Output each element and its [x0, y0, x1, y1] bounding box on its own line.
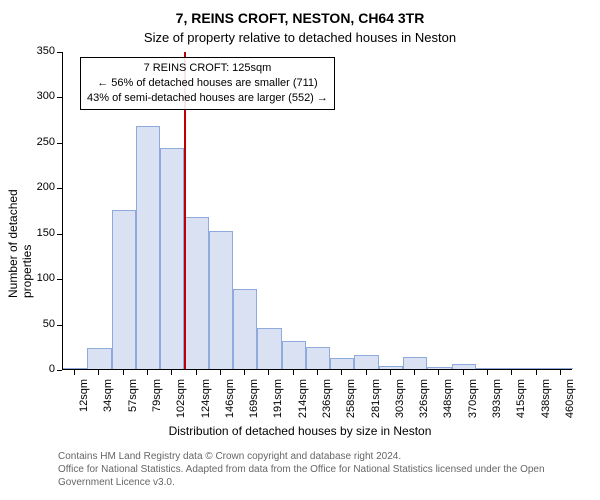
x-tick-label: 169sqm: [248, 379, 260, 419]
y-tick-mark: [57, 279, 62, 280]
x-tick-label: 460sqm: [564, 379, 576, 419]
y-tick-mark: [57, 52, 62, 53]
x-tick-label: 102sqm: [175, 379, 187, 419]
x-tick-mark: [390, 370, 391, 375]
footer-line-1: Contains HM Land Registry data © Crown c…: [58, 450, 600, 463]
histogram-bar: [330, 358, 354, 369]
histogram-bar: [63, 368, 87, 369]
x-tick-label: 34sqm: [102, 379, 114, 419]
x-tick-label: 124sqm: [200, 379, 212, 419]
x-tick-mark: [317, 370, 318, 375]
x-tick-label: 438sqm: [540, 379, 552, 419]
info-box-line: ← 56% of detached houses are smaller (71…: [87, 76, 328, 91]
x-tick-mark: [341, 370, 342, 375]
y-tick-mark: [57, 188, 62, 189]
x-tick-label: 415sqm: [515, 379, 527, 419]
x-tick-mark: [366, 370, 367, 375]
y-tick-label: 350: [27, 45, 55, 57]
y-tick-label: 0: [27, 363, 55, 375]
x-tick-mark: [196, 370, 197, 375]
footer-attribution: Contains HM Land Registry data © Crown c…: [58, 450, 600, 489]
y-tick-mark: [57, 325, 62, 326]
x-tick-mark: [560, 370, 561, 375]
x-axis-label: Distribution of detached houses by size …: [0, 424, 600, 438]
x-tick-mark: [536, 370, 537, 375]
x-tick-mark: [414, 370, 415, 375]
histogram-bar: [524, 368, 548, 369]
y-tick-mark: [57, 370, 62, 371]
histogram-bar: [427, 367, 451, 369]
chart-subtitle: Size of property relative to detached ho…: [0, 30, 600, 45]
x-tick-label: 258sqm: [345, 379, 357, 419]
x-tick-mark: [220, 370, 221, 375]
histogram-bar: [160, 148, 184, 369]
info-box: 7 REINS CROFT: 125sqm← 56% of detached h…: [80, 57, 335, 110]
x-tick-label: 191sqm: [272, 379, 284, 419]
x-tick-label: 348sqm: [442, 379, 454, 419]
y-tick-label: 50: [27, 318, 55, 330]
histogram-bar: [403, 357, 427, 369]
y-tick-label: 250: [27, 136, 55, 148]
x-tick-mark: [98, 370, 99, 375]
x-tick-mark: [511, 370, 512, 375]
chart-title: 7, REINS CROFT, NESTON, CH64 3TR: [0, 10, 600, 26]
x-tick-mark: [268, 370, 269, 375]
x-tick-mark: [123, 370, 124, 375]
x-tick-mark: [438, 370, 439, 375]
x-tick-label: 214sqm: [297, 379, 309, 419]
histogram-bar: [452, 364, 476, 369]
x-tick-mark: [171, 370, 172, 375]
y-tick-label: 100: [27, 272, 55, 284]
x-tick-label: 393sqm: [491, 379, 503, 419]
x-tick-mark: [487, 370, 488, 375]
histogram-bar: [354, 355, 378, 369]
y-tick-mark: [57, 234, 62, 235]
y-tick-label: 150: [27, 227, 55, 239]
histogram-bar: [233, 289, 257, 369]
x-tick-label: 281sqm: [370, 379, 382, 419]
histogram-bar: [306, 347, 330, 369]
histogram-bar: [112, 210, 136, 369]
x-tick-label: 370sqm: [467, 379, 479, 419]
x-tick-mark: [147, 370, 148, 375]
histogram-bar: [184, 217, 208, 369]
x-tick-mark: [244, 370, 245, 375]
footer-line-3: Office for National Statistics. Adapted …: [58, 463, 600, 489]
x-tick-label: 146sqm: [224, 379, 236, 419]
histogram-bar: [282, 341, 306, 369]
y-tick-mark: [57, 143, 62, 144]
y-tick-label: 200: [27, 181, 55, 193]
histogram-bar: [476, 368, 500, 369]
histogram-bar: [87, 348, 111, 369]
histogram-bar: [549, 368, 573, 369]
histogram-bar: [209, 231, 233, 369]
x-tick-label: 326sqm: [418, 379, 430, 419]
x-tick-mark: [293, 370, 294, 375]
histogram-bar: [500, 368, 524, 369]
x-tick-mark: [74, 370, 75, 375]
x-tick-label: 12sqm: [78, 379, 90, 419]
histogram-bar: [379, 366, 403, 369]
y-tick-mark: [57, 97, 62, 98]
x-tick-label: 79sqm: [151, 379, 163, 419]
info-box-line: 43% of semi-detached houses are larger (…: [87, 91, 328, 106]
x-tick-label: 57sqm: [127, 379, 139, 419]
histogram-bar: [257, 328, 281, 369]
histogram-bar: [136, 126, 160, 369]
x-tick-mark: [463, 370, 464, 375]
y-tick-label: 300: [27, 90, 55, 102]
info-box-line: 7 REINS CROFT: 125sqm: [87, 61, 328, 76]
x-tick-label: 303sqm: [394, 379, 406, 419]
x-tick-label: 236sqm: [321, 379, 333, 419]
